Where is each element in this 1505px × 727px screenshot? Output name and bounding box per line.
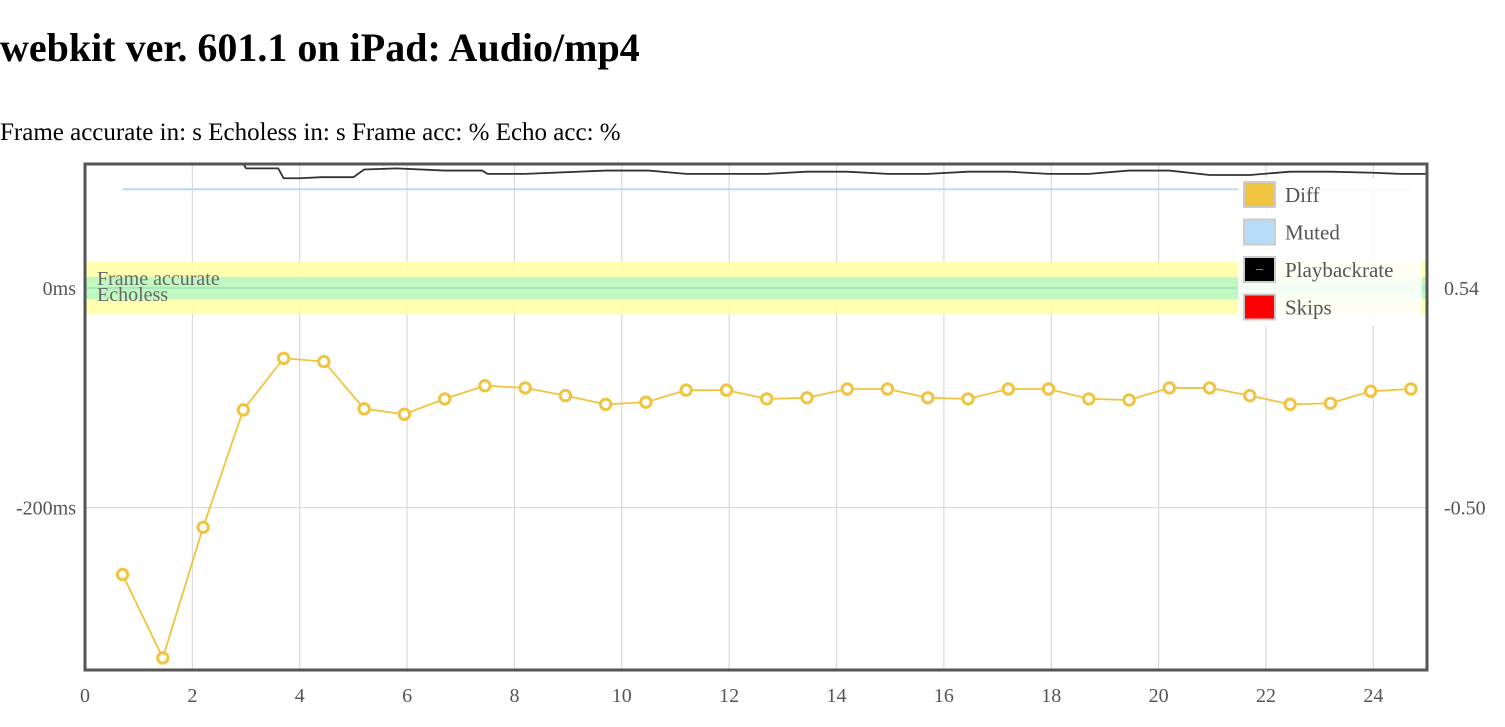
diff-point: [1283, 397, 1297, 412]
legend: Diff Muted Playbackrate Skips: [1238, 178, 1422, 326]
plot-frame: [83, 162, 1429, 672]
diff-point: [1363, 384, 1378, 398]
diff-point: [1323, 396, 1338, 410]
legend-swatch: [1243, 181, 1276, 208]
y-left-tick-label: 0ms: [43, 278, 77, 300]
x-tick-label: 10: [612, 685, 632, 707]
diff-point: [921, 391, 935, 405]
playbackrate-line: [242, 164, 1427, 180]
legend-label: Muted: [1285, 221, 1340, 245]
diff-point: [1001, 382, 1015, 396]
x-tick-label: 0: [80, 685, 90, 707]
echoless-unit: s: [336, 119, 346, 146]
diff-point: [196, 520, 210, 535]
legend-label: Diff: [1285, 183, 1320, 207]
x-tick-label: 20: [1149, 685, 1169, 707]
x-tick-label: 4: [295, 685, 305, 707]
diff-point: [800, 391, 814, 405]
y-right-tick-label: 0.54: [1444, 278, 1479, 300]
x-tick-label: 2: [187, 685, 197, 707]
accuracy-stats: Frame accurate in: s Echoless in: s Fram…: [0, 117, 621, 149]
diff-point: [156, 651, 170, 665]
series-group: [115, 164, 1427, 665]
diff-point: [1404, 382, 1418, 396]
diff-point: [679, 383, 693, 397]
diff-point: [397, 407, 412, 421]
x-tick-label: 24: [1363, 685, 1383, 707]
diff-point: [518, 381, 532, 395]
diff-point: [276, 351, 291, 365]
band-label: Echoless: [97, 284, 168, 306]
frame-acc-unit: %: [468, 119, 490, 146]
diff-point: [1162, 381, 1177, 395]
diff-point: [317, 354, 331, 369]
diff-point: [437, 392, 452, 406]
echoless-label: Echoless in:: [208, 119, 330, 146]
diff-point: [840, 382, 854, 396]
diff-point: [1082, 392, 1096, 406]
diff-point: [598, 397, 613, 412]
diff-point: [719, 383, 734, 397]
legend-label: Playbackrate: [1285, 258, 1393, 282]
legend-label: Skips: [1285, 296, 1332, 320]
diff-point: [639, 395, 653, 409]
diff-point: [115, 567, 130, 582]
x-tick-label: 14: [827, 685, 847, 707]
frame-accurate-unit: s: [192, 119, 202, 146]
diff-point: [1041, 382, 1056, 396]
diff-point: [760, 392, 774, 406]
x-tick-label: 22: [1256, 685, 1276, 707]
diff-point: [1243, 388, 1257, 403]
page-title: webkit ver. 601.1 on iPad: Audio/mp4: [0, 25, 640, 70]
diff-point: [357, 402, 371, 416]
diff-point: [880, 382, 895, 396]
legend-swatch: [1243, 218, 1276, 246]
diff-point: [558, 388, 573, 403]
diff-point: [1202, 381, 1217, 395]
x-tick-label: 8: [509, 685, 519, 707]
frame-accurate-label: Frame accurate in:: [0, 119, 187, 146]
band-label: Frame accurate: [97, 268, 220, 290]
x-tick-label: 16: [934, 685, 954, 707]
echo-acc-label: Echo acc:: [495, 119, 594, 146]
x-tick-label: 18: [1041, 685, 1061, 707]
diff-point: [961, 392, 975, 406]
diff-point: [478, 379, 492, 393]
x-tick-label: 6: [402, 685, 412, 707]
y-left-tick-label: -200ms: [16, 498, 76, 520]
legend-swatch: [1243, 293, 1276, 321]
frame-acc-label: Frame acc:: [352, 119, 463, 146]
diff-point: [236, 403, 251, 417]
diff-point: [1122, 393, 1136, 407]
echo-acc-unit: %: [599, 119, 621, 146]
y-right-tick-label: -0.50: [1444, 498, 1486, 520]
x-tick-label: 12: [719, 685, 739, 707]
